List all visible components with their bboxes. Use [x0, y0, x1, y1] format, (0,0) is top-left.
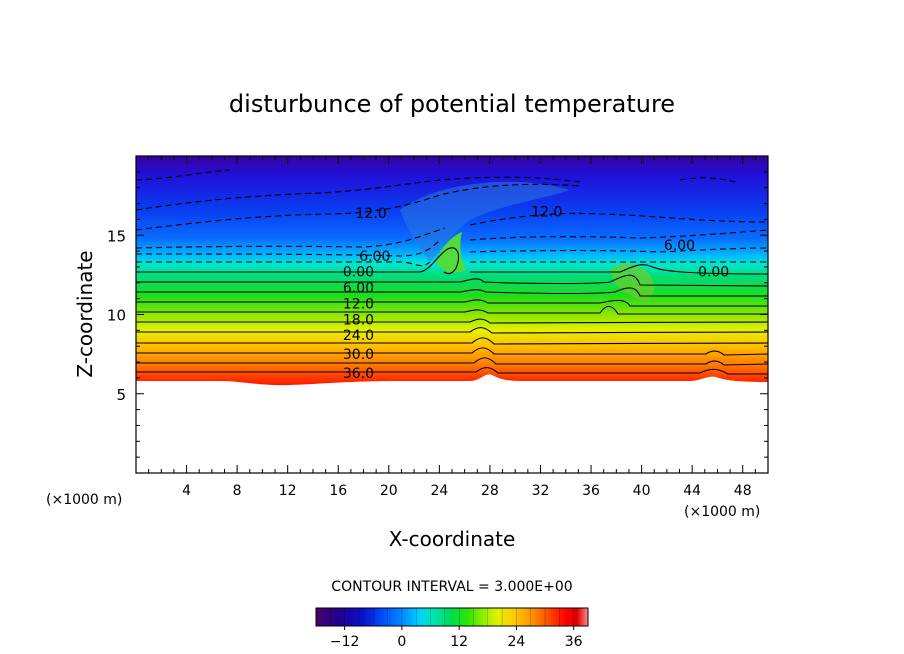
contour-line: [136, 261, 431, 267]
contour-label: 12.0: [531, 204, 562, 220]
contour-label-text: 12.0: [531, 204, 562, 220]
contour-label-text: 0.00: [343, 265, 374, 281]
colorbar-tick-label: 24: [508, 634, 526, 650]
x-tick-label: 12: [279, 483, 297, 499]
x-unit-left: (×1000 m): [46, 492, 122, 508]
x-unit-right: (×1000 m): [684, 504, 760, 520]
x-tick-label: 44: [683, 483, 701, 499]
contour-label-text: 18.0: [343, 312, 374, 328]
contour-label-text: 0.00: [698, 265, 729, 281]
x-tick-label: 8: [233, 483, 242, 499]
contour-label-text: 36.0: [343, 366, 374, 382]
contour-line: [136, 327, 768, 334]
secondary-cell: [610, 263, 655, 301]
y-axis-label: Z-coordinate: [73, 250, 97, 377]
contour-label: 6.00: [343, 281, 374, 297]
terrain-mask: [136, 374, 768, 473]
contour-line: [136, 274, 768, 287]
y-tick-label: 15: [107, 227, 126, 245]
x-tick-label: 40: [633, 483, 651, 499]
contour-line: [136, 299, 768, 307]
y-tick-label: 5: [116, 386, 126, 404]
contour-label-text: 12.0: [343, 296, 374, 312]
x-tick-label: 32: [532, 483, 550, 499]
contour-line: [136, 318, 768, 324]
contour-line: [136, 169, 736, 183]
contour-line: [136, 227, 446, 249]
colorbar-tick-label: 12: [450, 634, 468, 650]
contour-line: [136, 337, 768, 345]
contour-lines: [136, 169, 768, 375]
contour-line: [136, 247, 460, 275]
x-tick-label: 20: [380, 483, 398, 499]
x-tick-label: 16: [329, 483, 347, 499]
contour-label: 0.00: [698, 265, 729, 281]
x-tick-label: 4: [182, 483, 191, 499]
contour-labels: 12.0 12.06.006.000.00 0.006.0012.018.024.0…: [343, 204, 729, 382]
convective-cell: [436, 232, 466, 273]
contour-label-text: 6.00: [664, 238, 695, 254]
contour-label: 18.0: [343, 312, 374, 328]
contour-line: [136, 357, 768, 366]
contour-interval-text: CONTOUR INTERVAL = 3.000E+00: [331, 579, 572, 595]
contour-line: [469, 247, 768, 253]
chart-title: disturbunce of potential temperature: [229, 90, 675, 118]
contour-label-text: 6.00: [343, 281, 374, 297]
contour-label: 0.00: [343, 265, 374, 281]
contour-label-text: 12.0: [356, 206, 387, 222]
contour-line: [136, 287, 768, 297]
contour-label: 6.00: [664, 238, 695, 254]
y-tick-label: 10: [107, 307, 126, 325]
contour-line: [136, 367, 768, 375]
contour-label-text: 30.0: [343, 347, 374, 363]
contour-label: 30.0: [343, 347, 374, 363]
colorbar-tick-label: 36: [565, 634, 583, 650]
contour-label: 24.0: [343, 328, 374, 344]
contour-line: [469, 212, 768, 226]
colorbar-ticks: −12 0 12 24 36: [315, 608, 589, 650]
contour-label: 6.00: [359, 249, 390, 265]
contour-label: 36.0: [343, 366, 374, 382]
x-tick-label: 36: [582, 483, 600, 499]
contour-line: [136, 176, 581, 211]
contour-line: [469, 229, 768, 241]
contour-line: [470, 264, 768, 275]
colorbar-tick-label: 0: [397, 634, 406, 650]
contour-label: 12.0: [356, 206, 387, 222]
x-axis-label: X-coordinate: [389, 527, 516, 551]
wave-disturbance: [400, 181, 570, 262]
contour-label-text: 24.0: [343, 328, 374, 344]
x-tick-label: 48: [734, 483, 752, 499]
contour-line: [136, 305, 768, 315]
contour-line: [136, 239, 441, 257]
contour-label: 12.0: [343, 296, 374, 312]
colorbar-tick-label: −12: [330, 634, 360, 650]
contour-line: [136, 183, 581, 231]
x-tick-label: 24: [430, 483, 448, 499]
colorbar: [315, 607, 589, 627]
contour-label-text: 6.00: [359, 249, 390, 265]
contour-line: [136, 347, 768, 356]
contour-field: [136, 156, 768, 473]
x-tick-label: 28: [481, 483, 499, 499]
